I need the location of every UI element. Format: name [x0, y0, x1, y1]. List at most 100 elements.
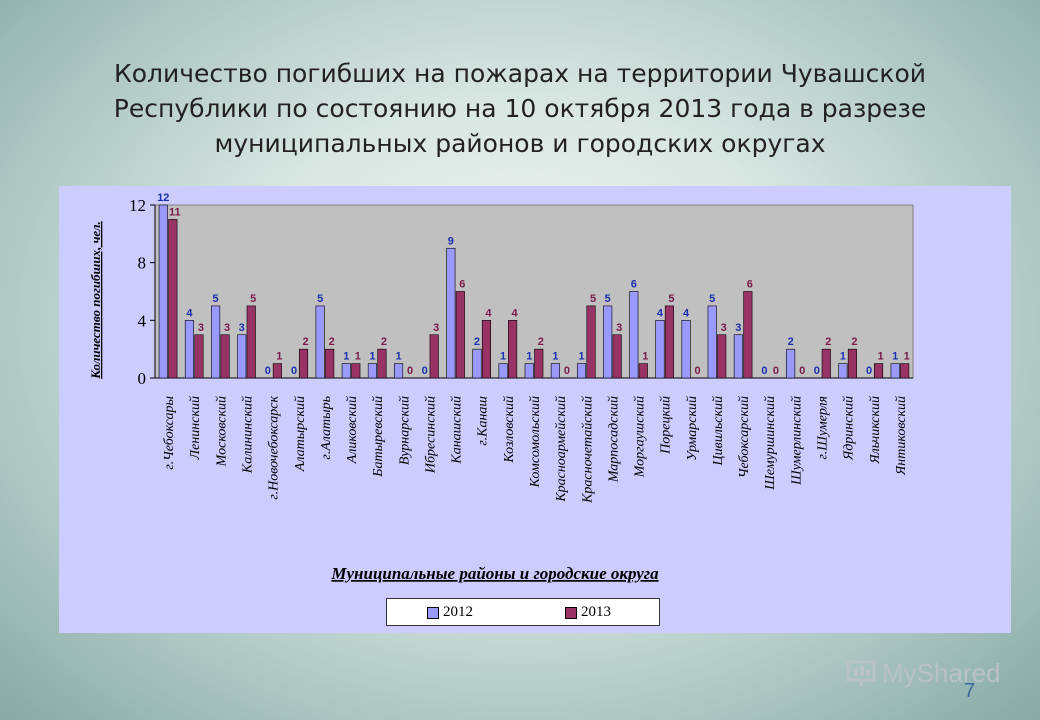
data-label-2012: 1 — [369, 351, 375, 363]
x-tick-label: г.Канаш — [476, 396, 491, 446]
bar-2012 — [655, 320, 665, 379]
x-tick-label: Шумерлинский — [789, 396, 804, 486]
data-label-2012: 0 — [422, 365, 428, 377]
x-tick-label: Московский — [214, 396, 229, 467]
bar-2012 — [524, 363, 534, 379]
data-label-2012: 3 — [735, 322, 741, 334]
bar-2013 — [220, 334, 230, 379]
data-label-2013: 5 — [668, 293, 674, 305]
data-label-2013: 3 — [198, 322, 204, 334]
bar-2012 — [890, 363, 900, 379]
data-label-2013: 4 — [512, 307, 519, 319]
data-label-2013: 0 — [564, 365, 570, 377]
bar-2013 — [508, 320, 518, 379]
legend-label-2013: 2013 — [581, 604, 611, 620]
bar-2013 — [455, 291, 465, 379]
data-label-2012: 1 — [840, 351, 846, 363]
watermark-text: MyShared — [882, 658, 1001, 688]
bar-2013 — [272, 363, 282, 379]
bar-2013 — [900, 363, 910, 379]
data-label-2012: 0 — [814, 365, 820, 377]
data-label-2012: 0 — [265, 365, 271, 377]
bar-2013 — [821, 348, 831, 379]
bar-2012 — [341, 363, 351, 379]
bar-2012 — [184, 320, 195, 379]
data-label-2013: 5 — [250, 293, 256, 305]
x-tick-label: Батыревский — [371, 396, 386, 478]
bar-2013 — [873, 363, 884, 379]
bar-2012 — [446, 247, 456, 379]
x-tick-label: г.Алатырь — [319, 396, 334, 460]
data-label-2013: 1 — [877, 351, 883, 363]
x-tick-label: Ибресинский — [423, 396, 438, 474]
data-label-2013: 11 — [169, 206, 181, 218]
data-label-2013: 3 — [616, 322, 622, 334]
x-tick-label: г.Новочебоксарск — [267, 396, 282, 500]
y-tick-label: 8 — [138, 254, 147, 273]
bar-2013 — [717, 334, 727, 379]
bar-2013 — [481, 320, 492, 379]
data-label-2012: 0 — [866, 365, 872, 377]
x-tick-label: Красноармейский — [554, 396, 569, 503]
bar-2013 — [246, 305, 256, 379]
data-label-2012: 2 — [474, 336, 480, 348]
bar-2013 — [377, 348, 387, 379]
x-tick-label: Аликовский — [345, 396, 360, 464]
y-tick-label: 4 — [138, 311, 147, 330]
data-label-2012: 4 — [186, 307, 193, 319]
x-tick-label: Чебоксарский — [737, 396, 752, 478]
x-tick-label: Ленинский — [188, 396, 203, 460]
bar-2013 — [534, 348, 544, 379]
x-tick-label: Комсомольский — [528, 396, 543, 488]
x-tick-label: Ядринский — [842, 396, 857, 461]
data-label-2013: 0 — [773, 365, 779, 377]
data-label-2013: 1 — [276, 351, 282, 363]
x-tick-label: Марпосадский — [606, 396, 621, 483]
data-label-2013: 1 — [642, 351, 648, 363]
x-tick-label: г.Шумерля — [816, 396, 831, 459]
data-label-2013: 2 — [329, 336, 335, 348]
slide-title: Количество погибших на пожарах на террит… — [113, 59, 927, 158]
chart-legend: 2012 2013 — [386, 598, 660, 626]
data-label-2013: 5 — [590, 293, 596, 305]
data-label-2012: 1 — [343, 351, 349, 363]
bar-2013 — [298, 348, 309, 379]
bar-2013 — [664, 305, 674, 379]
x-tick-label: Калининский — [240, 396, 255, 474]
bar-2012 — [733, 334, 743, 379]
data-label-2012: 5 — [213, 293, 219, 305]
page-number: 7 — [964, 680, 976, 702]
bar-2012 — [472, 348, 482, 379]
bar-2012 — [629, 291, 639, 379]
data-label-2013: 2 — [851, 336, 857, 348]
data-label-2012: 5 — [317, 293, 323, 305]
bar-2012 — [838, 363, 848, 379]
bar-2012 — [211, 305, 221, 379]
data-label-2013: 2 — [302, 336, 308, 348]
bar-2013 — [325, 348, 335, 379]
slideshow-icon — [846, 660, 876, 686]
data-label-2013: 0 — [799, 365, 805, 377]
data-label-2012: 1 — [892, 351, 898, 363]
data-label-2013: 6 — [459, 279, 465, 291]
bar-2013 — [612, 334, 622, 379]
data-label-2012: 5 — [605, 293, 611, 305]
data-label-2013: 2 — [825, 336, 831, 348]
x-tick-label: Канашский — [450, 396, 465, 465]
plot-area — [154, 204, 914, 379]
bar-2012 — [158, 204, 168, 379]
chart-panel: 0 4 8 12 Количество погибших, чел. 12 11 г.Чебо… — [59, 186, 1011, 633]
bar-2012 — [367, 363, 377, 379]
data-label-2013: 1 — [355, 351, 361, 363]
bar-2013 — [351, 363, 361, 379]
bar-2012 — [786, 348, 796, 379]
bar-2013 — [194, 334, 204, 379]
x-tick-label: Янтиковский — [894, 396, 909, 476]
data-label-2013: 3 — [433, 322, 439, 334]
data-label-2012: 4 — [657, 307, 664, 319]
data-label-2012: 2 — [788, 336, 794, 348]
data-label-2012: 5 — [709, 293, 715, 305]
data-label-2012: 12 — [157, 192, 169, 204]
legend-swatch-2013 — [565, 607, 577, 619]
data-label-2013: 1 — [904, 351, 910, 363]
